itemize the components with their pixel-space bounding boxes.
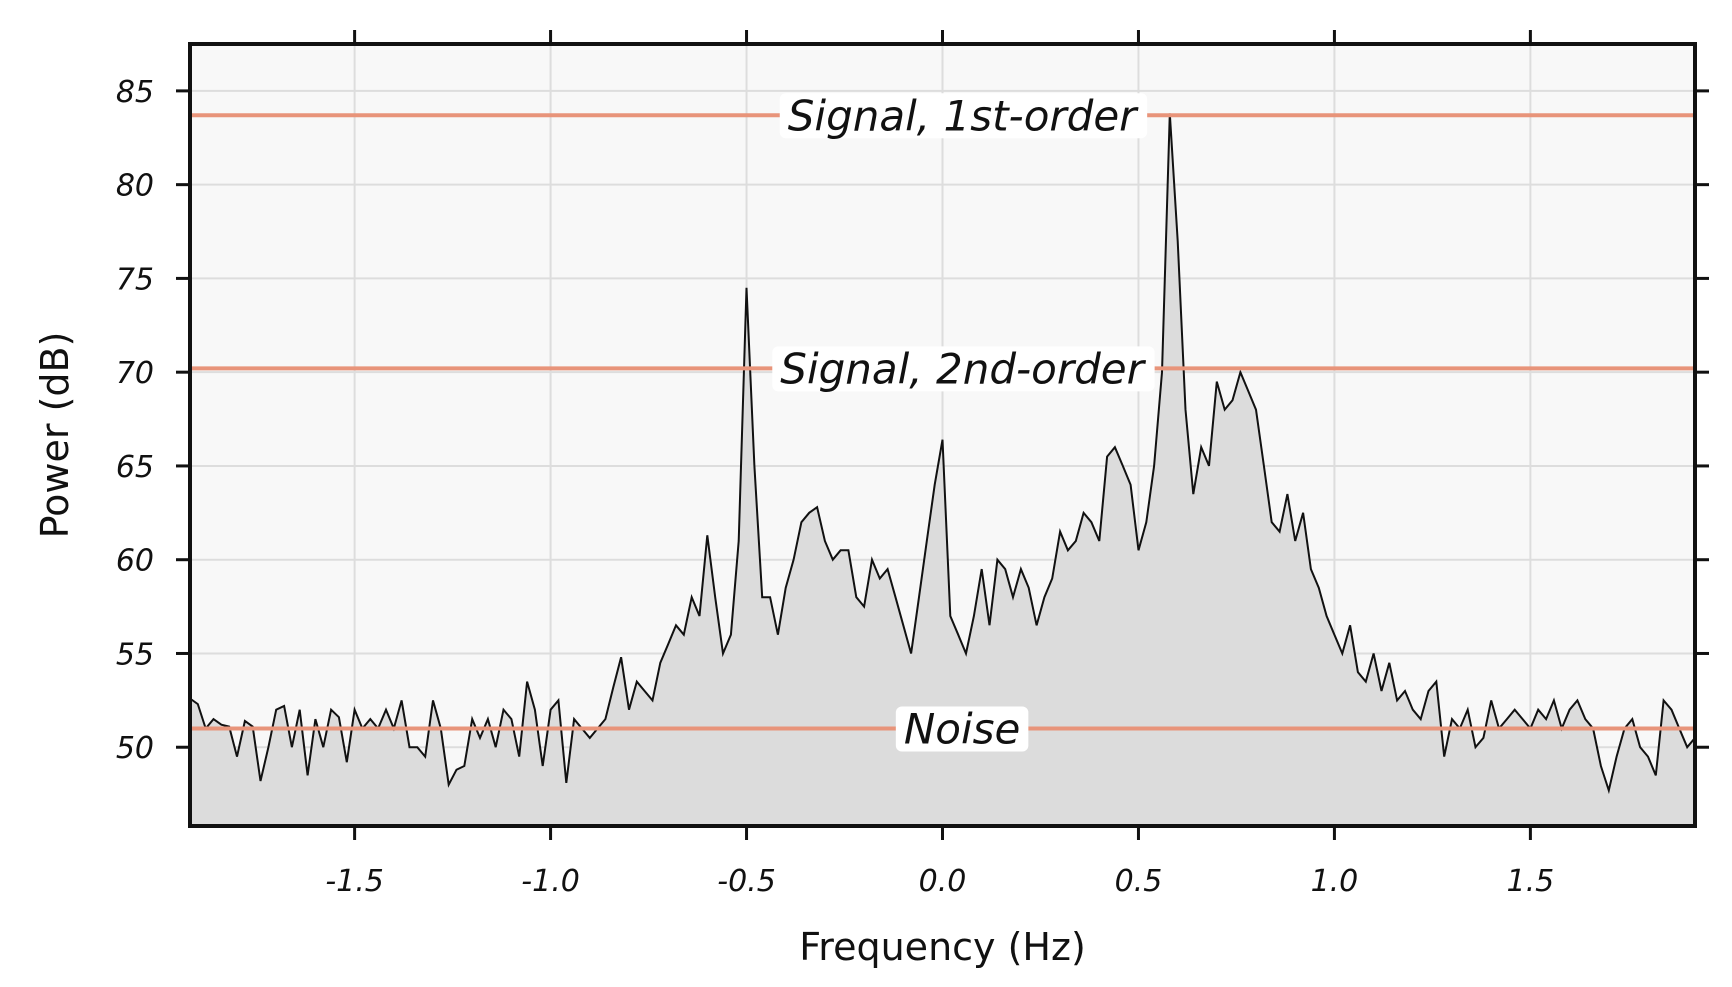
y-axis-title: Power (dB): [33, 332, 77, 539]
y-tick-label: 80: [116, 169, 154, 204]
x-tick-label: 0.5: [1115, 864, 1163, 899]
x-tick-label: 0.0: [919, 864, 967, 899]
reference-label-halo: [772, 346, 1155, 392]
y-tick-label: 60: [116, 544, 154, 579]
x-tick-label: 1.5: [1507, 864, 1555, 899]
reference-label-halo: [895, 706, 1029, 752]
y-tick-label: 55: [116, 637, 154, 672]
x-axis-title: Frequency (Hz): [799, 925, 1086, 969]
x-tick-label: 1.0: [1311, 864, 1359, 899]
x-tick-label: -0.5: [717, 864, 776, 899]
y-tick-label: 70: [116, 356, 154, 391]
reference-line-label: Signal, 1st-order: [788, 91, 1139, 140]
reference-line-label: Signal, 2nd-order: [780, 344, 1146, 393]
reference-line-label: Noise: [904, 704, 1021, 753]
y-tick-label: 65: [116, 450, 154, 485]
y-tick-label: 85: [116, 75, 154, 110]
x-tick-label: -1.5: [325, 864, 384, 899]
x-axis: -1.5 -1.0 -0.5 0.0 0.5 1.0 1.5: [325, 30, 1554, 899]
y-axis: 50 55 60 65 70 75 80 85: [116, 75, 1709, 766]
y-tick-label: 50: [116, 731, 154, 766]
y-tick-label: 75: [116, 262, 154, 297]
reference-lines: Signal, 1st-order Signal, 2nd-order Noise: [190, 91, 1695, 753]
x-tick-label: -1.0: [521, 864, 580, 899]
spectrum-area: [190, 113, 1695, 826]
reference-label-halo: [779, 93, 1148, 139]
